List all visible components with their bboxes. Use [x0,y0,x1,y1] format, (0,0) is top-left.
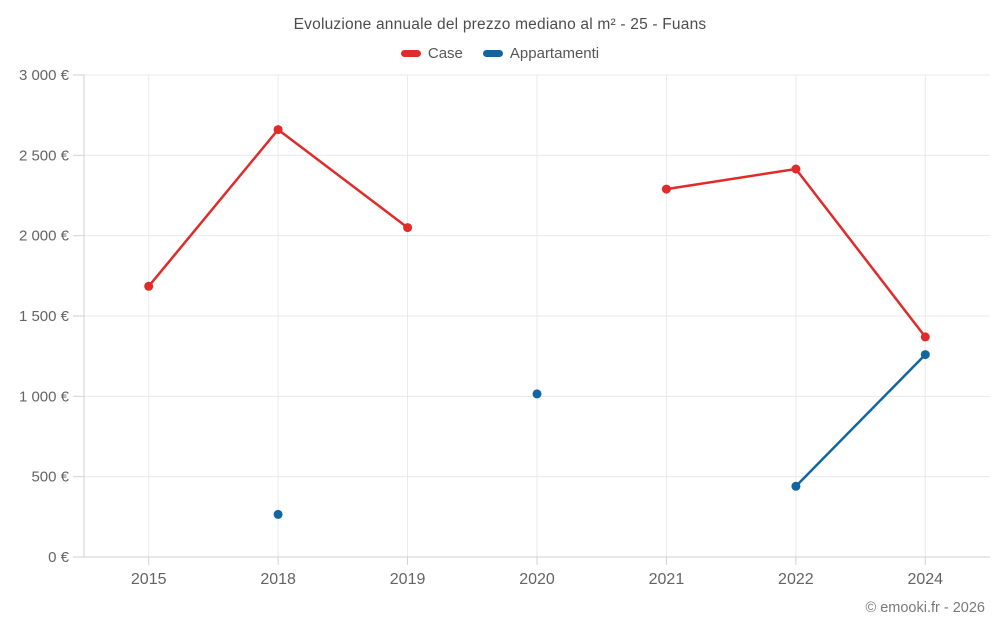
data-point-appartamenti-2024[interactable] [920,350,930,360]
data-point-case-2015[interactable] [144,281,154,291]
data-point-appartamenti-2018[interactable] [273,509,283,519]
x-tick-label: 2024 [907,571,943,588]
line-series-appartamenti [794,353,927,488]
x-tick-label: 2018 [260,571,296,588]
x-tick-label: 2020 [519,571,555,588]
y-tick-label: 1 000 € [19,388,70,405]
data-point-case-2024[interactable] [920,332,930,342]
legend-item-case[interactable]: Case [400,45,463,62]
data-point-appartamenti-2020[interactable] [532,389,542,399]
x-tick-label: 2015 [131,571,167,588]
legend-swatch-case [400,50,421,57]
chart-legend: Case Appartamenti [0,45,1000,62]
copyright-text: © emooki.fr - 2026 [865,600,985,616]
legend-item-appartamenti[interactable]: Appartamenti [482,45,600,62]
legend-label: Appartamenti [509,45,600,62]
data-point-case-2021[interactable] [661,184,671,194]
y-tick-label: 3 000 € [19,67,70,84]
y-tick-label: 1 500 € [19,308,70,325]
data-point-case-2018[interactable] [273,125,283,135]
chart-title: Evoluzione annuale del prezzo mediano al… [293,16,707,33]
data-point-case-2022[interactable] [791,164,801,174]
x-tick-label: 2022 [778,571,814,588]
x-tick-label: 2021 [649,571,685,588]
data-point-appartamenti-2022[interactable] [791,481,801,491]
y-tick-label: 500 € [31,469,69,486]
y-tick-label: 0 € [48,549,70,566]
data-point-case-2019[interactable] [403,223,413,233]
y-tick-label: 2 000 € [19,228,70,245]
x-tick-label: 2019 [390,571,426,588]
y-tick-label: 2 500 € [19,147,70,164]
legend-swatch-appartamenti [482,50,503,57]
legend-label: Case [427,45,463,62]
